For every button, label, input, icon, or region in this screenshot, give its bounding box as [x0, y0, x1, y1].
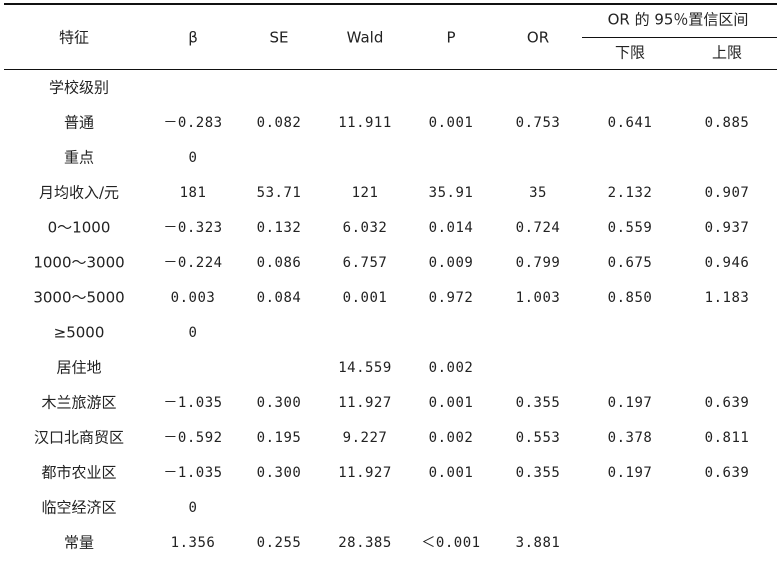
cell-or: 0.355 — [516, 466, 561, 480]
cell-wald: 121 — [352, 186, 379, 200]
cell-p: 35.91 — [429, 186, 474, 200]
cell-p: 0.001 — [429, 466, 474, 480]
header-ci-upper: 上限 — [712, 46, 742, 61]
cell-lower: 0.641 — [608, 116, 653, 130]
cell-beta: －0.592 — [163, 431, 222, 445]
header-or: OR — [527, 31, 549, 46]
cell-or: 3.881 — [516, 536, 561, 550]
cell-se: 0.300 — [257, 466, 302, 480]
cell-se: 53.71 — [257, 186, 302, 200]
cell-feature: 3000～5000 — [33, 291, 124, 306]
cell-feature: 重点 — [64, 151, 94, 166]
cell-se: 0.255 — [257, 536, 302, 550]
header-feature: 特征 — [59, 31, 89, 46]
table-header-rule — [4, 69, 777, 70]
cell-or: 35 — [529, 186, 547, 200]
cell-beta: 0 — [189, 151, 198, 165]
cell-wald: 28.385 — [338, 536, 392, 550]
cell-beta: 0 — [189, 326, 198, 340]
cell-wald: 14.559 — [338, 361, 392, 375]
cell-beta: －0.323 — [163, 221, 222, 235]
cell-p: 0.014 — [429, 221, 474, 235]
cell-p: 0.001 — [429, 116, 474, 130]
cell-p: ＜0.001 — [421, 536, 480, 550]
cell-or: 0.553 — [516, 431, 561, 445]
cell-feature: 居住地 — [56, 361, 101, 376]
cell-lower: 0.378 — [608, 431, 653, 445]
cell-lower: 2.132 — [608, 186, 653, 200]
header-ci-lower: 下限 — [615, 46, 645, 61]
cell-se: 0.132 — [257, 221, 302, 235]
cell-beta: －1.035 — [163, 466, 222, 480]
cell-p: 0.009 — [429, 256, 474, 270]
cell-beta: 181 — [180, 186, 207, 200]
cell-feature: 木兰旅游区 — [41, 396, 116, 411]
cell-wald: 6.757 — [343, 256, 388, 270]
cell-se: 0.300 — [257, 396, 302, 410]
cell-upper: 0.639 — [705, 396, 750, 410]
cell-upper: 0.639 — [705, 466, 750, 480]
header-p: P — [446, 31, 455, 46]
cell-lower: 0.675 — [608, 256, 653, 270]
cell-wald: 11.927 — [338, 466, 392, 480]
cell-p: 0.002 — [429, 431, 474, 445]
cell-wald: 11.927 — [338, 396, 392, 410]
cell-feature: 月均收入/元 — [39, 186, 119, 201]
cell-se: 0.195 — [257, 431, 302, 445]
cell-p: 0.972 — [429, 291, 474, 305]
header-beta: β — [188, 31, 198, 46]
cell-wald: 11.911 — [338, 116, 392, 130]
cell-upper: 0.907 — [705, 186, 750, 200]
cell-p: 0.002 — [429, 361, 474, 375]
cell-wald: 6.032 — [343, 221, 388, 235]
cell-lower: 0.850 — [608, 291, 653, 305]
cell-wald: 9.227 — [343, 431, 388, 445]
cell-feature: 常量 — [64, 536, 94, 551]
cell-feature: 普通 — [64, 116, 94, 131]
cell-se: 0.082 — [257, 116, 302, 130]
cell-feature: 1000～3000 — [33, 256, 124, 271]
cell-feature: 都市农业区 — [41, 466, 116, 481]
cell-beta: 0.003 — [171, 291, 216, 305]
cell-beta: －0.224 — [163, 256, 222, 270]
cell-lower: 0.197 — [608, 466, 653, 480]
ci-header-rule — [582, 37, 777, 38]
header-ci-title: OR 的 95％置信区间 — [608, 13, 749, 28]
cell-lower: 0.197 — [608, 396, 653, 410]
cell-feature: 学校级别 — [49, 81, 109, 96]
cell-lower: 0.559 — [608, 221, 653, 235]
header-se: SE — [270, 31, 289, 46]
header-wald: Wald — [347, 31, 384, 46]
cell-feature: ≥5000 — [54, 326, 105, 341]
cell-se: 0.086 — [257, 256, 302, 270]
cell-or: 0.799 — [516, 256, 561, 270]
cell-or: 0.355 — [516, 396, 561, 410]
cell-se: 0.084 — [257, 291, 302, 305]
cell-or: 0.753 — [516, 116, 561, 130]
cell-or: 1.003 — [516, 291, 561, 305]
cell-upper: 0.946 — [705, 256, 750, 270]
cell-beta: －1.035 — [163, 396, 222, 410]
cell-feature: 临空经济区 — [41, 501, 116, 516]
cell-p: 0.001 — [429, 396, 474, 410]
cell-wald: 0.001 — [343, 291, 388, 305]
cell-upper: 0.937 — [705, 221, 750, 235]
cell-upper: 0.885 — [705, 116, 750, 130]
cell-beta: －0.283 — [163, 116, 222, 130]
cell-feature: 0～1000 — [48, 221, 111, 236]
cell-or: 0.724 — [516, 221, 561, 235]
table-top-rule — [4, 3, 777, 5]
cell-beta: 1.356 — [171, 536, 216, 550]
cell-upper: 1.183 — [705, 291, 750, 305]
cell-upper: 0.811 — [705, 431, 750, 445]
cell-beta: 0 — [189, 501, 198, 515]
cell-feature: 汉口北商贸区 — [34, 431, 124, 446]
